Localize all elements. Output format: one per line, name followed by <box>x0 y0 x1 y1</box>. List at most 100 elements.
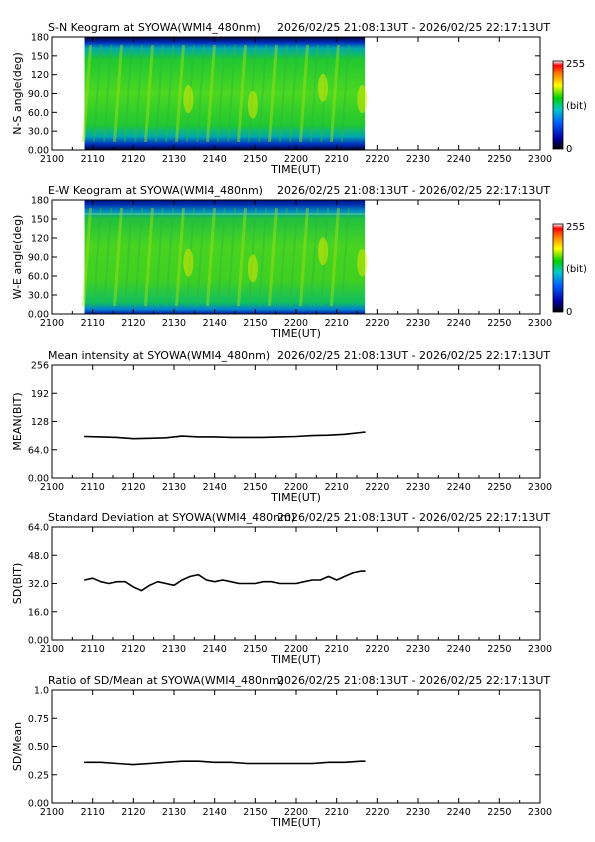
x-axis-label: TIME(UT) <box>270 653 321 666</box>
keogram-background <box>84 37 366 150</box>
panel-title: S-N Keogram at SYOWA(WMI4_480nm) <box>48 21 261 34</box>
keogram-streak <box>258 44 268 143</box>
keogram-streak <box>82 207 93 307</box>
x-tick-label: 2100 <box>40 154 64 165</box>
y-tick-label: 1.0 <box>34 686 49 697</box>
data-point <box>197 574 199 576</box>
keogram-streak <box>196 207 206 307</box>
keogram-streak <box>134 44 144 143</box>
y-axis-label: SD(BIT) <box>11 563 24 605</box>
x-tick-label: 2120 <box>121 154 145 165</box>
x-tick-label: 2230 <box>406 318 430 329</box>
data-point <box>230 436 232 438</box>
keogram-streak <box>236 44 247 143</box>
x-tick-label: 2110 <box>81 644 105 655</box>
data-point <box>116 581 118 583</box>
data-point <box>364 760 366 762</box>
data-point <box>214 581 216 583</box>
data-point <box>197 436 199 438</box>
keogram-streak <box>113 44 124 143</box>
data-point <box>344 433 346 435</box>
y-tick-label: 128 <box>31 417 49 428</box>
time-range: 2026/02/25 21:08:13UT - 2026/02/25 22:17… <box>277 349 550 362</box>
x-tick-label: 2240 <box>447 644 471 655</box>
x-tick-label: 2250 <box>487 318 511 329</box>
panel-title: Standard Deviation at SYOWA(WMI4_480nm) <box>48 511 295 524</box>
data-point <box>116 762 118 765</box>
x-axis-label: TIME(UT) <box>270 491 321 504</box>
x-tick-label: 2230 <box>406 154 430 165</box>
data-point <box>287 582 289 585</box>
keogram-streak <box>165 44 175 143</box>
y-tick-label: 30.0 <box>28 127 49 138</box>
data-point <box>336 579 338 581</box>
x-tick-label: 2130 <box>162 318 186 329</box>
x-tick-label: 2250 <box>487 807 511 818</box>
x-tick-label: 2220 <box>365 154 389 165</box>
y-tick-label: 0.25 <box>28 770 49 781</box>
x-tick-label: 2100 <box>40 482 64 493</box>
keogram-streak <box>206 44 216 143</box>
y-tick-label: 0.00 <box>28 474 49 485</box>
data-point <box>157 581 159 583</box>
keogram-streak <box>278 207 288 307</box>
keogram-streak <box>144 44 155 143</box>
x-tick-label: 2230 <box>406 807 430 818</box>
y-tick-label: 0.00 <box>28 146 49 157</box>
data-point <box>327 434 330 436</box>
data-point <box>271 581 273 583</box>
keogram-streak <box>267 44 278 143</box>
y-tick-label: 192 <box>31 389 49 400</box>
keogram-streak <box>236 207 247 307</box>
data-point <box>132 438 134 440</box>
x-tick-label: 2250 <box>487 644 511 655</box>
keogram-streak <box>154 207 164 307</box>
x-tick-label: 2120 <box>121 807 145 818</box>
x-tick-label: 2140 <box>203 482 227 493</box>
keogram-streak <box>227 44 237 143</box>
x-tick-label: 2130 <box>162 644 186 655</box>
x-tick-label: 2210 <box>325 644 349 655</box>
keogram-streak <box>216 207 226 307</box>
data-point <box>149 762 151 765</box>
plot-frame <box>51 364 541 479</box>
keogram-streak <box>144 207 155 307</box>
x-tick-label: 2240 <box>447 482 471 493</box>
x-tick-label: 2200 <box>284 807 308 818</box>
data-point <box>83 579 86 581</box>
data-point <box>311 762 313 765</box>
data-point <box>311 579 313 581</box>
data-point <box>279 436 281 438</box>
keogram-streak <box>103 207 113 307</box>
x-tick-label: 2240 <box>447 154 471 165</box>
keogram-bright-spot <box>183 248 194 277</box>
data-point <box>230 581 232 583</box>
keogram-streak <box>278 44 288 143</box>
x-tick-label: 2110 <box>81 318 105 329</box>
series-line <box>84 570 366 592</box>
data-point <box>132 586 134 588</box>
x-tick-label: 2210 <box>325 154 349 165</box>
keogram-streak <box>227 207 237 307</box>
data-point <box>83 435 86 438</box>
x-tick-label: 2220 <box>365 807 389 818</box>
keogram-streak <box>92 207 102 307</box>
y-tick-label: 32.0 <box>28 579 49 590</box>
colorbar-unit-label: (bit) <box>566 101 587 112</box>
keogram-streak <box>134 207 144 307</box>
y-tick-label: 180 <box>31 33 49 44</box>
keogram-streak <box>196 44 206 143</box>
x-tick-label: 2200 <box>284 644 308 655</box>
x-tick-label: 2200 <box>284 154 308 165</box>
x-axis-label: TIME(UT) <box>270 816 321 829</box>
data-point <box>364 431 366 433</box>
data-point <box>254 582 256 585</box>
data-point <box>295 435 297 438</box>
series-line <box>84 431 366 440</box>
keogram-streak <box>175 44 186 143</box>
data-point <box>181 579 183 581</box>
data-point <box>295 762 297 765</box>
x-tick-label: 2200 <box>284 482 308 493</box>
colorbar-min-label: 0 <box>566 144 572 155</box>
